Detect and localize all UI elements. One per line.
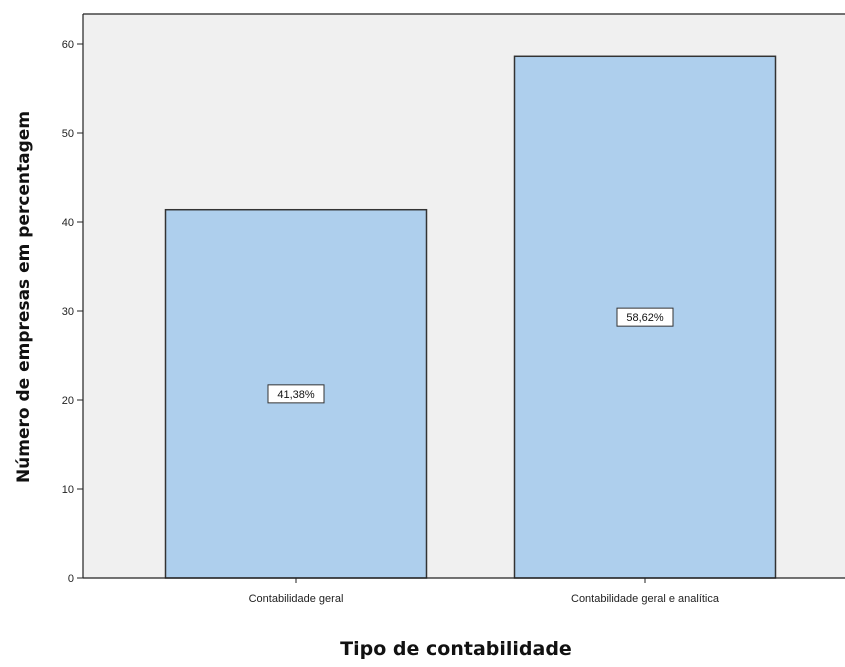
- data-labels-group: 41,38% 58,62%: [267, 307, 674, 404]
- y-axis-title: Número de empresas em percentagem: [14, 111, 34, 483]
- data-label-box: [267, 384, 325, 404]
- axes-group: 0 10 20 30 40 50 60 Contabilidade geral Contabil…: [62, 13, 845, 605]
- x-tick-label: Contabilidade geral: [249, 593, 344, 605]
- data-label: 41,38%: [277, 389, 315, 401]
- y-tick-label: 30: [62, 306, 74, 318]
- x-tick-label: Contabilidade geral e analítica: [571, 593, 720, 605]
- y-tick-label: 40: [62, 217, 74, 229]
- y-tick-label: 0: [68, 573, 74, 585]
- x-axis-title: Tipo de contabilidade: [340, 638, 572, 660]
- data-label-box: [616, 307, 674, 327]
- y-tick-label: 20: [62, 395, 74, 407]
- y-tick-label: 10: [62, 484, 74, 496]
- y-tick-label: 50: [62, 128, 74, 140]
- y-tick-label: 60: [62, 39, 74, 51]
- data-label: 58,62%: [626, 312, 664, 324]
